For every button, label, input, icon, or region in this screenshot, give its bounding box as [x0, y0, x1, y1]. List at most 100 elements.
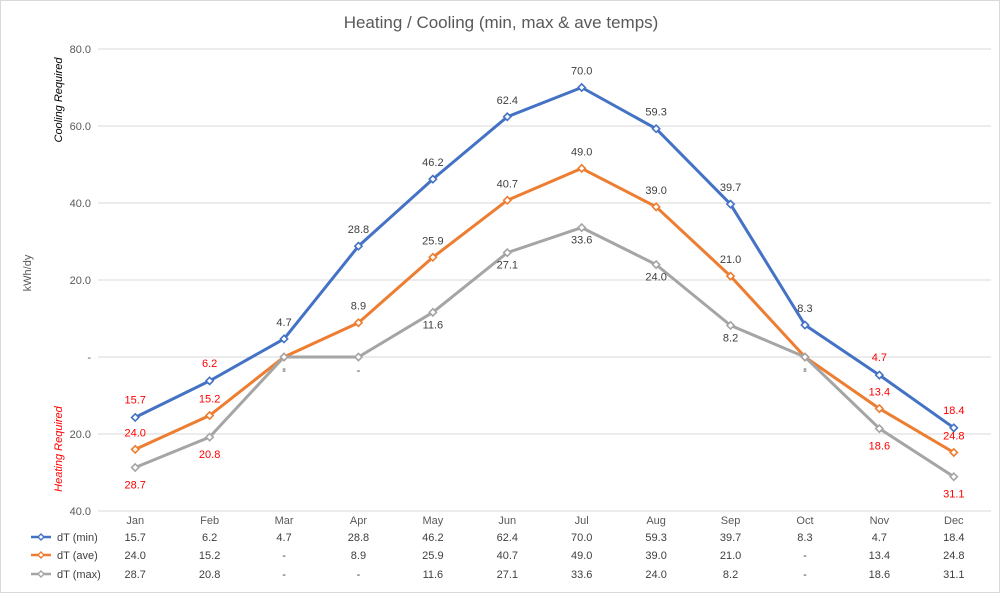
- table-cell: 15.7: [124, 532, 145, 544]
- data-point-marker: [130, 462, 140, 473]
- data-point-marker: [428, 307, 438, 318]
- series-line: [134, 166, 955, 454]
- data-point-marker: [651, 202, 661, 212]
- data-label: -: [803, 365, 807, 377]
- heating-required-label: Heating Required: [53, 405, 65, 491]
- data-label: 18.4: [943, 405, 964, 417]
- data-point-marker: [130, 444, 140, 455]
- table-cell: -: [803, 569, 807, 581]
- legend-series-name: dT (min): [57, 532, 98, 544]
- series-line: [134, 86, 955, 430]
- data-point-marker: [651, 259, 661, 270]
- data-label: 33.6: [571, 235, 592, 247]
- data-point-marker: [353, 318, 364, 328]
- y-axis-label: kWh/dy: [22, 254, 34, 291]
- data-label: 8.9: [351, 301, 366, 313]
- data-point-marker: [353, 241, 364, 251]
- data-point-marker: [949, 423, 959, 433]
- table-cell: 25.9: [422, 550, 443, 562]
- series-line: [134, 226, 955, 478]
- x-tick-label: May: [422, 515, 443, 527]
- data-point-marker: [353, 352, 364, 362]
- data-point-marker: [725, 320, 736, 331]
- legend-series-name: dT (ave): [57, 550, 98, 562]
- data-label: 20.8: [199, 449, 220, 461]
- data-point-marker: [204, 376, 215, 386]
- x-tick-label: Aug: [646, 515, 666, 527]
- data-label: 31.1: [943, 489, 964, 501]
- table-cell: 46.2: [422, 532, 443, 544]
- data-point-marker: [949, 447, 959, 458]
- data-point-marker: [279, 352, 289, 362]
- table-cell: -: [282, 550, 286, 562]
- table-cell: 20.8: [199, 569, 220, 581]
- table-cell: 33.6: [571, 569, 592, 581]
- table-cell: 27.1: [497, 569, 518, 581]
- data-point-marker: [800, 352, 810, 362]
- data-label: 28.7: [124, 479, 145, 491]
- data-label: 8.2: [723, 332, 738, 344]
- data-label: 11.6: [423, 319, 444, 331]
- table-cell: 18.4: [943, 532, 964, 544]
- data-label: 4.7: [276, 317, 291, 329]
- data-label: -: [803, 363, 807, 375]
- data-label: -: [282, 365, 286, 377]
- data-point-marker: [949, 472, 959, 482]
- data-point-marker: [204, 410, 215, 421]
- y-tick-label: 40.0: [70, 198, 91, 210]
- x-tick-label: Dec: [944, 515, 964, 527]
- data-label: 15.7: [124, 394, 145, 406]
- data-point-marker: [502, 195, 513, 206]
- data-point-marker: [576, 82, 587, 93]
- data-point-marker: [428, 252, 438, 263]
- x-axis-ticks: Jan Feb Mar Apr May Jun Jul Aug Sep Oct Nov Dec: [126, 515, 964, 527]
- table-cell: -: [357, 569, 361, 581]
- table-cell: 31.1: [943, 569, 964, 581]
- table-cell: 24.0: [124, 550, 145, 562]
- y-tick-label: 20.0: [70, 429, 91, 441]
- table-cell: 6.2: [202, 532, 217, 544]
- data-point-marker: [204, 432, 215, 442]
- table-cell: 39.7: [720, 532, 741, 544]
- table-cell: 4.7: [276, 532, 291, 544]
- data-point-marker: [428, 174, 438, 184]
- x-tick-label: Jan: [126, 515, 144, 527]
- x-tick-label: Oct: [796, 515, 813, 527]
- y-tick-label: 80.0: [70, 44, 91, 56]
- data-label: 24.8: [943, 430, 964, 442]
- data-label: 39.0: [645, 185, 666, 197]
- x-tick-label: Sep: [721, 515, 741, 527]
- table-cell: 39.0: [645, 550, 666, 562]
- data-label: 24.0: [124, 427, 145, 439]
- legend-key-marker: [37, 570, 45, 578]
- data-label: 6.2: [202, 358, 217, 370]
- x-tick-label: Jun: [498, 515, 516, 527]
- data-label: 21.0: [720, 254, 741, 266]
- data-label: -: [357, 365, 361, 377]
- table-cell: 70.0: [571, 532, 592, 544]
- table-cell: 28.7: [124, 569, 145, 581]
- data-point-marker: [874, 423, 885, 434]
- table-cell: 8.3: [797, 532, 812, 544]
- data-label: 49.0: [571, 146, 592, 158]
- data-label: 24.0: [645, 272, 666, 284]
- data-point-marker: [800, 320, 810, 330]
- data-label: 28.8: [348, 224, 369, 236]
- table-cell: 49.0: [571, 550, 592, 562]
- table-cell: 15.2: [199, 550, 220, 562]
- legend-series-name: dT (max): [57, 569, 101, 581]
- data-point-marker: [874, 370, 885, 380]
- data-label: 8.3: [797, 303, 812, 315]
- data-label: 27.1: [497, 260, 518, 272]
- y-tick-label: -: [87, 352, 91, 364]
- data-label: 13.4: [869, 387, 890, 399]
- data-label: 59.3: [645, 107, 666, 119]
- data-label: 40.7: [497, 178, 518, 190]
- table-cell: 40.7: [497, 550, 518, 562]
- data-label: 39.7: [720, 182, 741, 194]
- x-tick-label: Nov: [870, 515, 890, 527]
- data-point-marker: [651, 123, 661, 134]
- table-cell: -: [803, 550, 807, 562]
- table-cell: -: [282, 569, 286, 581]
- data-label: 70.0: [571, 66, 592, 78]
